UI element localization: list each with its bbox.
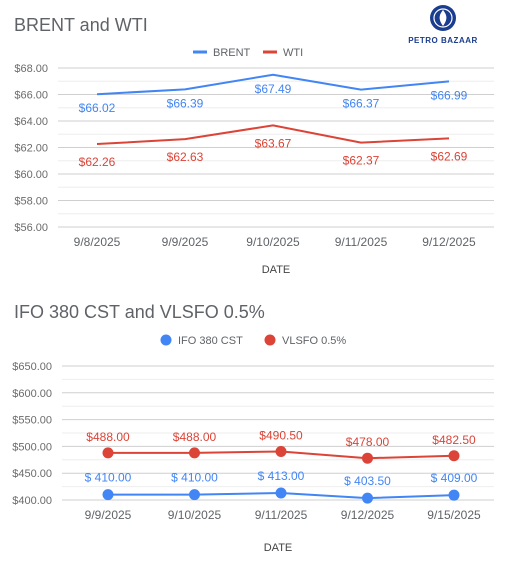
y-tick-label: $56.00	[14, 222, 48, 234]
data-label: $478.00	[346, 435, 390, 449]
data-label: $66.37	[343, 97, 380, 111]
data-label: $488.00	[86, 430, 130, 444]
data-label: $482.50	[432, 433, 476, 447]
x-axis-title: DATE	[264, 542, 293, 554]
chart-title: IFO 380 CST and VLSFO 0.5%	[14, 302, 265, 322]
data-point	[102, 447, 114, 459]
ifo-vlsfo-chart: IFO 380 CST and VLSFO 0.5% $400.00 $450.0…	[12, 302, 494, 554]
legend-swatch	[264, 334, 276, 346]
legend-label: IFO 380 CST	[178, 335, 243, 347]
x-tick-label: 9/10/2025	[246, 235, 300, 249]
data-label: $62.63	[167, 150, 204, 164]
x-tick-label: 9/11/2025	[255, 508, 308, 522]
legend-label: VLSFO 0.5%	[282, 335, 346, 347]
x-axis-title: DATE	[262, 264, 291, 276]
data-point	[448, 489, 460, 501]
y-tick-label: $600.00	[12, 388, 52, 400]
data-label: $ 403.50	[344, 474, 391, 488]
y-tick-label: $60.00	[14, 169, 48, 181]
y-tick-label: $550.00	[12, 415, 52, 427]
data-label: $63.67	[255, 136, 292, 150]
data-point	[102, 489, 114, 501]
data-label: $ 413.00	[258, 469, 305, 483]
x-tick-label: 9/8/2025	[74, 235, 121, 249]
data-label: $62.26	[79, 155, 116, 169]
brent-wti-chart: BRENT and WTI $56.00 $58.00 $60.00 $62.00 $6…	[14, 15, 494, 276]
data-label: $ 410.00	[171, 471, 218, 485]
y-tick-label: $66.00	[14, 90, 48, 102]
data-label: $66.99	[431, 88, 468, 102]
y-tick-label: $650.00	[12, 361, 52, 373]
y-tick-label: $58.00	[14, 196, 48, 208]
y-tick-label: $62.00	[14, 143, 48, 155]
data-point	[362, 492, 373, 504]
data-label: $66.02	[79, 101, 116, 115]
data-label: $62.69	[431, 149, 468, 163]
x-tick-label: 9/11/2025	[335, 235, 388, 249]
data-point	[189, 447, 200, 459]
data-label: $ 409.00	[431, 471, 478, 485]
data-label: $ 410.00	[85, 471, 132, 485]
data-label: $490.50	[259, 428, 303, 442]
chart-title: BRENT and WTI	[14, 15, 148, 35]
x-tick-label: 9/9/2025	[85, 508, 132, 522]
x-tick-label: 9/15/2025	[427, 508, 481, 522]
data-point	[448, 450, 460, 462]
legend-swatch	[160, 334, 172, 346]
petro-bazaar-logo: PETRO BAZAAR	[408, 5, 478, 45]
logo-text: PETRO BAZAAR	[408, 36, 478, 45]
y-tick-label: $450.00	[12, 468, 52, 480]
y-tick-label: $400.00	[12, 495, 52, 507]
series-line	[96, 124, 450, 146]
x-tick-label: 9/12/2025	[422, 235, 476, 249]
logo-drop-icon	[439, 10, 447, 26]
data-label: $67.49	[255, 82, 292, 96]
y-tick-label: $68.00	[14, 63, 48, 75]
y-tick-label: $500.00	[12, 441, 52, 453]
legend-label: WTI	[283, 47, 303, 59]
x-tick-label: 9/9/2025	[162, 235, 209, 249]
data-point	[189, 489, 200, 501]
x-tick-label: 9/10/2025	[168, 508, 222, 522]
data-label: $488.00	[173, 430, 217, 444]
y-tick-label: $64.00	[14, 116, 48, 128]
data-point	[275, 487, 287, 499]
data-point	[362, 452, 373, 464]
legend-label: BRENT	[213, 47, 251, 59]
logo-ring-icon	[433, 8, 453, 28]
data-point	[275, 445, 287, 457]
data-label: $66.39	[167, 96, 204, 110]
x-tick-label: 9/12/2025	[341, 508, 395, 522]
series-line	[96, 73, 450, 96]
data-label: $62.37	[343, 154, 380, 168]
